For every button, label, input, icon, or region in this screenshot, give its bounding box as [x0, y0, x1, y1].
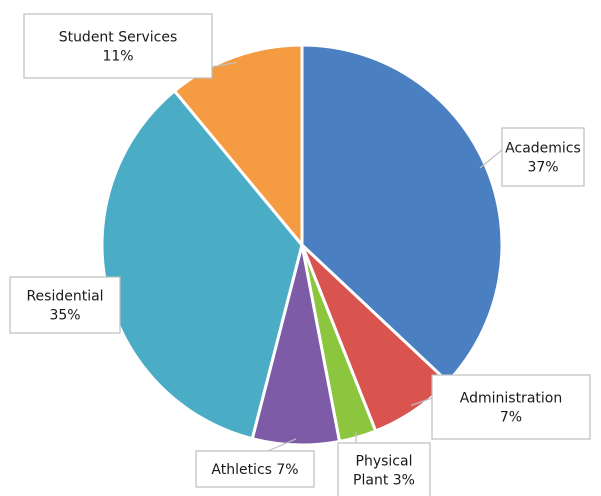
data-label-academics-line-2: 37%: [527, 160, 558, 176]
data-label-student-services-line-2: 11%: [102, 49, 133, 65]
data-label-physical-plant-line-2: Plant 3%: [353, 473, 415, 489]
pie-callouts: Academics 37% Administration 7% Physical Plan…: [9, 13, 591, 496]
data-label-residential-line-1: Residential: [26, 289, 103, 305]
data-label-athletics-line-1: Athletics 7%: [211, 462, 298, 478]
leader-line-academics: [479, 149, 503, 169]
callout-box-athletics: [195, 450, 315, 488]
callout-box-student-services: [23, 13, 213, 79]
data-label-residential-line-2: 35%: [49, 308, 80, 324]
pie-slices: [100, 43, 504, 447]
pie-slice-student-services: [173, 43, 304, 247]
callout-box-academics: [501, 127, 585, 187]
callout-box-administration: [431, 374, 591, 440]
data-label-administration-line-1: Administration: [460, 391, 562, 407]
data-label-physical-plant-line-1: Physical: [356, 454, 413, 470]
leader-line-athletics: [267, 438, 297, 452]
data-label-academics-line-1: Academics: [505, 141, 581, 157]
callout-box-physical-plant: [337, 442, 431, 496]
pie-slice-academics: [300, 43, 504, 384]
data-label-administration-line-2: 7%: [500, 410, 522, 426]
leader-line-administration: [410, 397, 433, 407]
callout-box-residential: [9, 276, 121, 334]
data-label-student-services-line-1: Student Services: [59, 30, 178, 46]
